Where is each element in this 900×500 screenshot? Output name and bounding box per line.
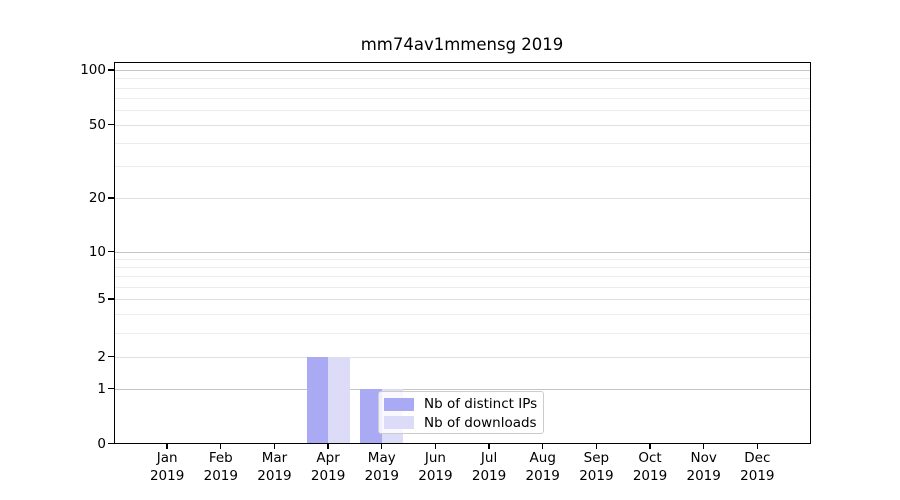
y-tick-label: 2	[97, 348, 106, 365]
bar-downloads	[328, 356, 350, 444]
x-tick-label-may: May 2019	[364, 450, 399, 484]
gridline-2	[113, 356, 811, 358]
minor-gridline	[113, 258, 811, 260]
plot-area	[113, 62, 811, 444]
y-tick-mark	[108, 442, 114, 445]
x-tick-label-apr: Apr 2019	[310, 450, 346, 484]
x-tick-label-sep: Sep 2019	[579, 450, 614, 484]
x-tick-mark	[327, 444, 329, 449]
minor-gridline	[113, 87, 811, 89]
x-tick-mark	[381, 444, 383, 449]
gridline-10	[113, 251, 811, 253]
x-tick-label-feb: Feb 2019	[203, 450, 238, 484]
x-tick-mark	[649, 444, 651, 449]
y-tick-mark	[108, 250, 114, 253]
legend-swatch-downloads	[384, 416, 414, 430]
y-tick-mark	[108, 355, 114, 358]
y-tick-mark	[108, 197, 114, 199]
minor-gridline	[113, 314, 811, 316]
y-tick-label: 100	[80, 62, 106, 78]
legend-label-downloads: Nb of downloads	[424, 414, 537, 431]
x-tick-mark	[166, 444, 168, 449]
x-tick-mark	[542, 444, 544, 449]
y-tick-mark	[108, 387, 114, 390]
x-tick-mark	[488, 444, 490, 449]
legend-label-distinct-ips: Nb of distinct IPs	[424, 396, 538, 413]
x-tick-mark	[702, 444, 705, 449]
minor-gridline	[113, 276, 811, 278]
x-tick-label-dec: Dec 2019	[740, 450, 775, 484]
x-tick-label-jan: Jan 2019	[149, 450, 185, 484]
legend-item-downloads: Nb of downloads	[384, 414, 543, 433]
gridline-1	[113, 388, 811, 390]
y-tick-mark	[108, 123, 114, 126]
y-tick-label: 1	[97, 380, 106, 397]
gridline-5	[113, 299, 811, 300]
x-tick-mark	[434, 444, 437, 449]
bar-distinct-ips	[306, 356, 329, 444]
minor-gridline	[113, 267, 811, 269]
y-tick-label: 5	[97, 291, 106, 307]
y-tick-label: 50	[88, 116, 106, 133]
gridline-20	[113, 198, 811, 199]
bar-distinct-ips	[360, 388, 382, 444]
minor-gridline	[113, 98, 811, 100]
chart-title: mm74av1mmensg 2019	[360, 35, 564, 54]
x-tick-mark	[595, 444, 598, 449]
x-tick-mark	[756, 444, 759, 449]
x-tick-label-jul: Jul 2019	[471, 450, 507, 484]
x-tick-label-aug: Aug 2019	[525, 450, 560, 484]
minor-gridline	[113, 110, 811, 112]
y-tick-label: 0	[97, 435, 106, 452]
x-tick-mark	[273, 444, 276, 449]
legend-item-distinct-ips: Nb of distinct IPs	[384, 395, 543, 414]
x-tick-mark	[220, 444, 222, 449]
x-tick-label-oct: Oct 2019	[632, 450, 668, 484]
minor-gridline	[113, 142, 811, 144]
y-tick-label: 10	[88, 243, 106, 260]
y-tick-mark	[108, 298, 114, 300]
gridline-50	[113, 124, 811, 126]
minor-gridline	[113, 332, 811, 334]
x-tick-label-nov: Nov 2019	[686, 450, 721, 484]
y-tick-mark	[108, 69, 114, 71]
legend: Nb of distinct IPs Nb of downloads	[378, 391, 544, 434]
minor-gridline	[113, 286, 811, 288]
minor-gridline	[113, 78, 811, 80]
gridline-100	[113, 70, 811, 71]
y-tick-label: 20	[88, 190, 106, 206]
minor-gridline	[113, 165, 811, 167]
x-tick-label-mar: Mar 2019	[257, 450, 292, 484]
x-tick-label-jun: Jun 2019	[418, 450, 453, 484]
legend-swatch-distinct-ips	[384, 397, 414, 411]
